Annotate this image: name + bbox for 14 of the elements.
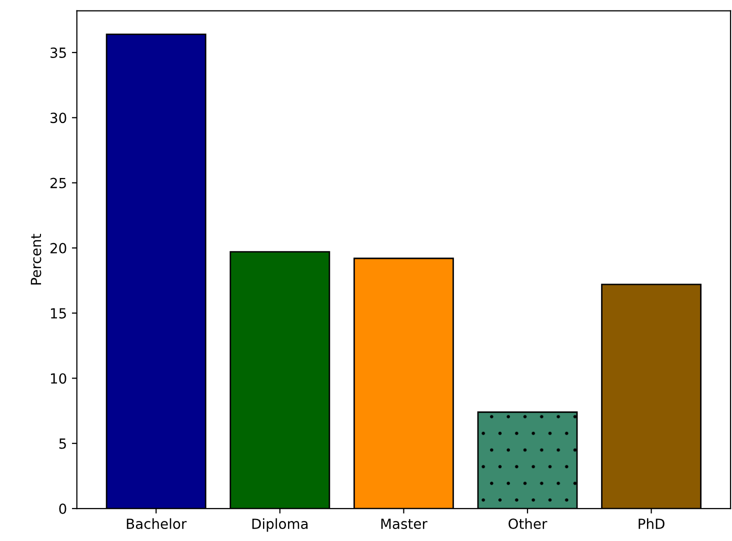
x-tick-label: Diploma — [252, 518, 308, 532]
x-tick-label: Master — [381, 518, 428, 530]
y-tick-label: 35 — [50, 47, 66, 58]
y-tick-label: 15 — [50, 308, 66, 319]
y-tick-label: 25 — [50, 178, 66, 188]
y-tick-label: 20 — [50, 242, 66, 254]
y-tick-label: 0 — [59, 504, 66, 514]
y-tick-label: 5 — [59, 438, 66, 449]
x-tick-label: Bachelor — [126, 518, 187, 530]
y-tick-label: 30 — [50, 112, 66, 124]
x-tick-label: PhD — [638, 518, 664, 529]
x-tick-label: Other — [508, 518, 548, 530]
y-axis-title: Percent — [30, 234, 42, 284]
y-tick-label: 10 — [50, 373, 66, 384]
